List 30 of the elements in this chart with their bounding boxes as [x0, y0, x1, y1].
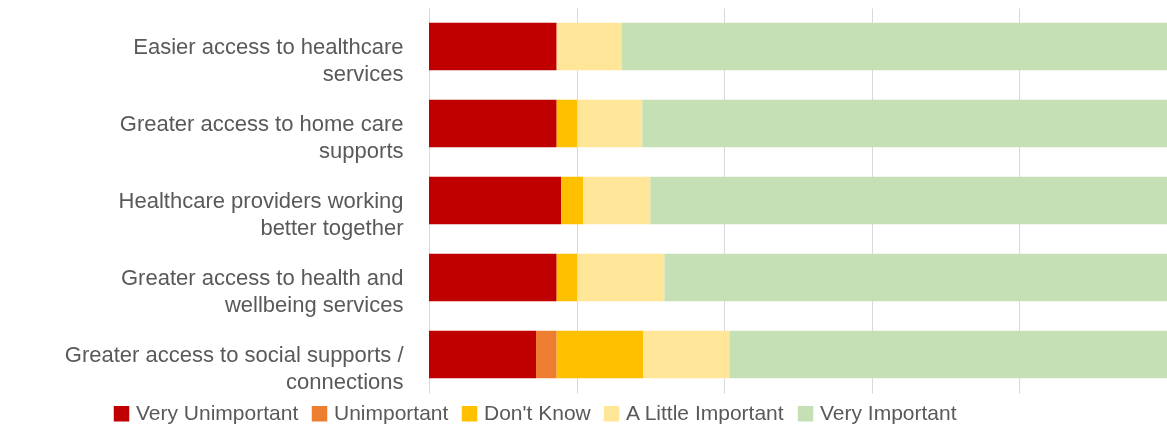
y-tick-label: Greater access to social supports / connections: [64, 341, 405, 394]
bar: [556, 99, 578, 148]
bar: [429, 330, 537, 379]
bar: [429, 253, 557, 302]
legend-label: A Little Important: [626, 400, 784, 424]
bar: [583, 176, 651, 225]
bar: [536, 330, 557, 379]
bar: [642, 99, 1167, 148]
legend-label: Very Important: [820, 400, 957, 424]
bar: [556, 22, 622, 71]
bar: [621, 22, 1167, 71]
bar: [729, 330, 1167, 379]
bar: [577, 253, 665, 302]
bar: [429, 176, 562, 225]
bar: [556, 330, 644, 379]
y-tick-label: Healthcare providers working better together: [118, 187, 404, 240]
bar: [429, 22, 557, 71]
bar: [556, 253, 578, 302]
bar: [429, 99, 557, 148]
legend-label: Unimportant: [334, 400, 449, 424]
legend-label: Don't Know: [484, 400, 592, 424]
bar: [650, 176, 1167, 225]
bar: [643, 330, 730, 379]
bar: [561, 176, 584, 225]
y-tick-label: Greater access to home care supports: [119, 110, 404, 163]
bar: [577, 99, 643, 148]
y-tick-label: Greater access to health and wellbeing services: [121, 264, 404, 317]
legend-label: Very Unimportant: [136, 400, 299, 424]
bar: [664, 253, 1167, 302]
y-tick-label: Easier access to healthcare services: [133, 33, 404, 86]
